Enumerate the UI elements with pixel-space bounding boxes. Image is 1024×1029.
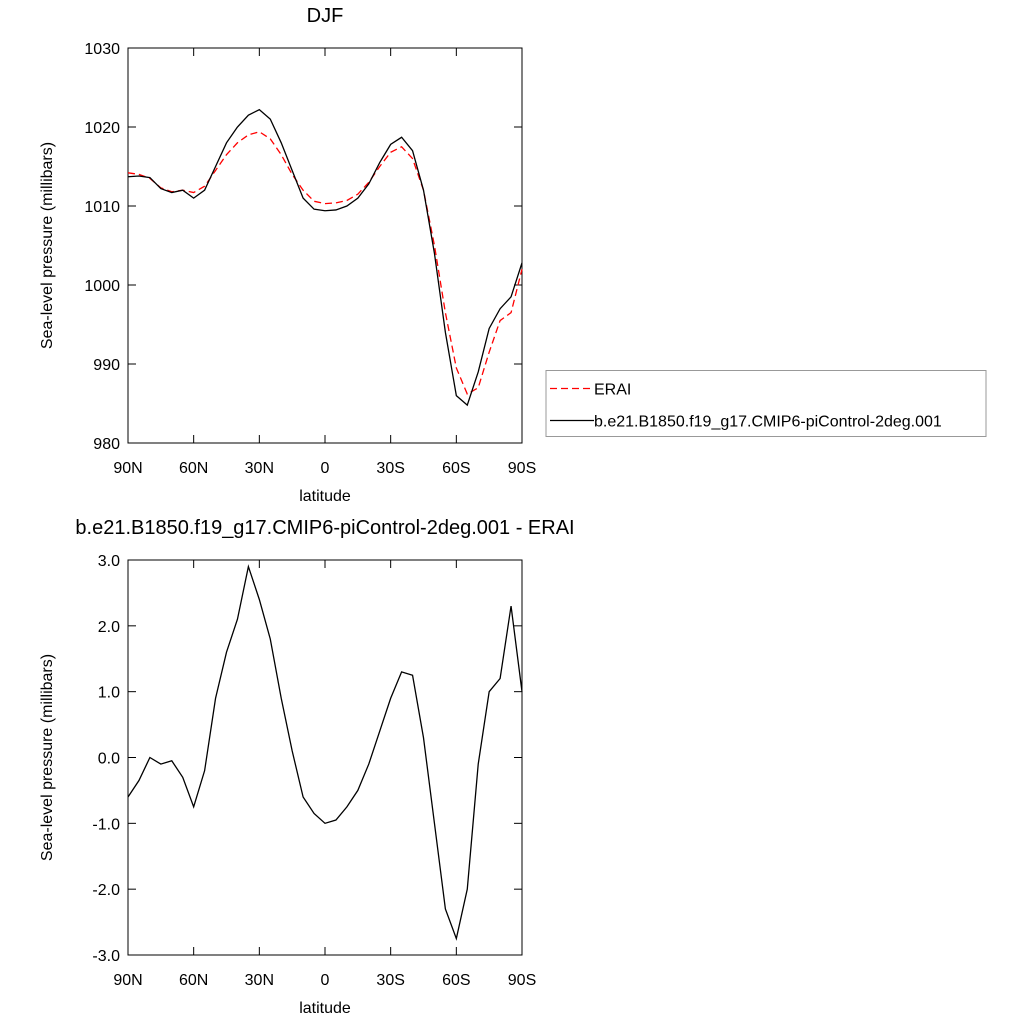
data-line [127, 108, 523, 407]
x-axis-label: latitude [299, 488, 351, 505]
y-tick-label: -3.0 [92, 948, 120, 965]
x-tick-label: 30N [245, 460, 274, 477]
x-tick-label: 0 [321, 972, 330, 989]
legend-label: b.e21.B1850.f19_g17.CMIP6-piControl-2deg… [594, 414, 942, 431]
y-tick-label: 1020 [84, 120, 120, 137]
x-tick-label: 30N [245, 972, 274, 989]
y-tick-label: 980 [93, 436, 120, 453]
x-tick-label: 30S [376, 460, 404, 477]
legend-label: ERAI [594, 382, 631, 399]
y-tick-label: 1010 [84, 199, 120, 216]
y-tick-label: -1.0 [92, 816, 120, 833]
plot-frame [127, 559, 523, 956]
x-tick-label: 90N [113, 972, 142, 989]
x-tick-label: 60N [179, 460, 208, 477]
y-tick-label: 990 [93, 357, 120, 374]
data-line [127, 131, 523, 395]
y-tick-label: -2.0 [92, 882, 120, 899]
x-tick-label: 90N [113, 460, 142, 477]
plot-frame [127, 47, 523, 444]
x-tick-label: 90S [508, 460, 536, 477]
y-tick-label: 1030 [84, 41, 120, 58]
x-tick-label: 30S [376, 972, 404, 989]
x-tick-label: 60N [179, 972, 208, 989]
legend-box [545, 370, 987, 437]
x-tick-label: 0 [321, 460, 330, 477]
y-tick-label: 0.0 [98, 751, 120, 768]
chart-title: b.e21.B1850.f19_g17.CMIP6-piControl-2deg… [75, 517, 574, 539]
y-tick-label: 1.0 [98, 685, 120, 702]
data-line [127, 564, 523, 941]
x-axis-label: latitude [299, 1000, 351, 1017]
chart-title: DJF [307, 5, 344, 27]
x-tick-label: 60S [442, 460, 470, 477]
y-axis-label: Sea-level pressure (millibars) [39, 654, 56, 861]
y-tick-label: 3.0 [98, 553, 120, 570]
y-axis-label: Sea-level pressure (millibars) [39, 142, 56, 349]
x-tick-label: 60S [442, 972, 470, 989]
y-tick-label: 1000 [84, 278, 120, 295]
y-tick-label: 2.0 [98, 619, 120, 636]
x-tick-label: 90S [508, 972, 536, 989]
